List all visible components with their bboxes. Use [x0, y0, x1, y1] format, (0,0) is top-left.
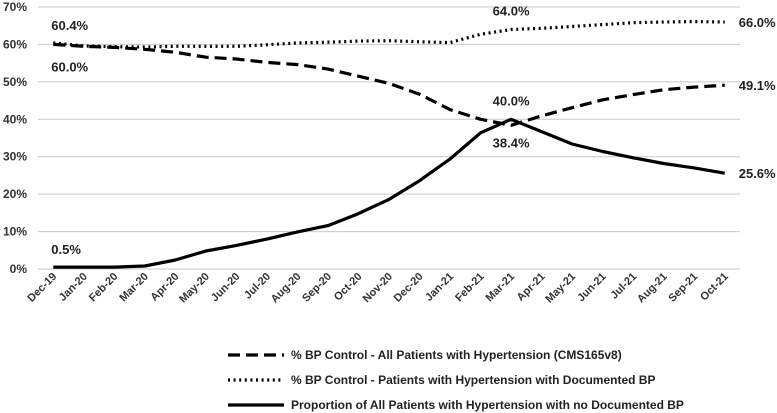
data-label: 25.6% — [739, 166, 776, 181]
data-label: 60.4% — [51, 18, 88, 33]
legend-label: % BP Control - Patients with Hypertensio… — [291, 373, 655, 387]
series-line-dashed — [53, 42, 725, 127]
y-tick-label: 70% — [3, 0, 27, 14]
legend-label: % BP Control - All Patients with Hyperte… — [291, 348, 622, 362]
series-lines — [53, 20, 725, 269]
y-tick-label: 0% — [10, 262, 28, 276]
x-tick-label: Oct-21 — [698, 271, 731, 304]
y-tick-label: 10% — [3, 225, 27, 239]
x-tick-label: Sep-21 — [666, 271, 700, 305]
x-tick-label: Apr-21 — [515, 271, 548, 304]
x-tick-label: Aug-20 — [269, 271, 304, 306]
x-tick-label: Jan-21 — [423, 271, 456, 304]
x-tick-label: Aug-21 — [635, 271, 670, 306]
x-tick-label: Apr-20 — [148, 271, 181, 304]
data-label: 60.0% — [51, 59, 88, 74]
x-axis-ticks: Dec-19Jan-20Feb-20Mar-20Apr-20May-20Jun-… — [25, 271, 730, 306]
data-label: 0.5% — [51, 242, 81, 257]
data-label: 38.4% — [493, 135, 530, 150]
x-tick-label: Feb-21 — [453, 271, 487, 305]
x-tick-label: Dec-19 — [25, 271, 59, 305]
legend-label: Proportion of All Patients with Hyperten… — [291, 398, 684, 412]
gridlines — [38, 6, 740, 270]
x-tick-label: Feb-20 — [87, 271, 121, 305]
x-tick-label: May-20 — [177, 271, 212, 306]
data-label: 64.0% — [493, 3, 530, 18]
y-tick-label: 50% — [3, 75, 27, 89]
x-tick-label: Dec-20 — [392, 271, 426, 305]
x-tick-label: Jun-21 — [575, 271, 609, 305]
data-label: 40.0% — [493, 93, 530, 108]
x-tick-label: Mar-20 — [117, 271, 151, 305]
x-tick-label: Nov-20 — [361, 271, 395, 305]
series-line-solid — [53, 117, 725, 269]
y-axis-ticks: 0% 10% 20% 30% 40% 50% 60% 70% — [3, 0, 27, 276]
series-line-dotted — [53, 20, 725, 49]
x-tick-label: Oct-20 — [332, 271, 365, 304]
x-tick-label: Sep-20 — [300, 271, 334, 305]
data-label: 49.1% — [739, 78, 776, 93]
x-tick-label: May-21 — [543, 271, 578, 306]
y-tick-label: 20% — [3, 187, 27, 201]
data-annotations: 60.4% 60.0% 64.0% 66.0% 49.1% 40.0% 38.4% 25.6%… — [51, 3, 776, 257]
x-tick-label: Jun-20 — [209, 271, 243, 305]
y-tick-label: 60% — [3, 37, 27, 51]
x-tick-label: Jan-20 — [57, 271, 90, 304]
y-tick-label: 30% — [3, 150, 27, 164]
data-label: 66.0% — [739, 15, 776, 30]
y-tick-label: 40% — [3, 112, 27, 126]
x-tick-label: Mar-21 — [484, 271, 518, 305]
legend: % BP Control - All Patients with Hyperte… — [228, 348, 684, 412]
